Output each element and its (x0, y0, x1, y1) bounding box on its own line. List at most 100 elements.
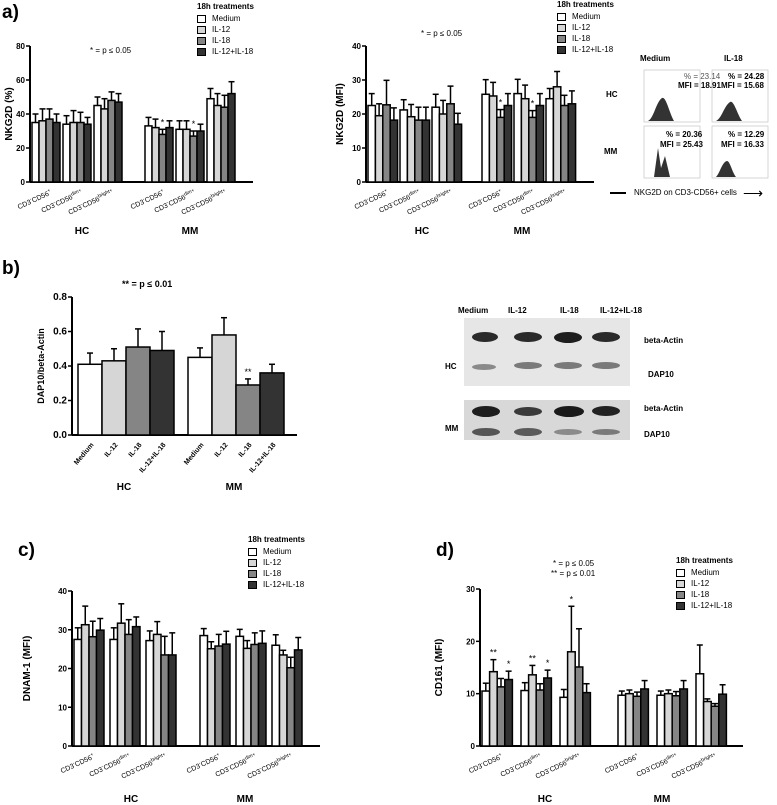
legend-a-left: 18h treatments Medium IL-12 IL-18 IL-12+… (197, 2, 254, 57)
bar (382, 104, 391, 183)
bar (151, 126, 160, 183)
arrow-right-icon: ⟶ (742, 184, 764, 201)
bar (421, 119, 431, 183)
bar (481, 93, 491, 183)
bar (513, 92, 523, 183)
y-tick-label: 30 (466, 585, 475, 594)
group-label: HC (415, 226, 429, 237)
group-label: HC (117, 482, 131, 493)
panel-b-label: b) (2, 258, 20, 279)
bar (431, 106, 441, 183)
bar (293, 649, 303, 747)
bar (77, 363, 103, 436)
category-label: Medium (73, 442, 95, 467)
flow-mfi: MFI = 16.33 (721, 140, 764, 149)
bar (481, 690, 491, 747)
bar (543, 677, 553, 747)
group-label: MM (654, 794, 671, 805)
legend-swatch-il12-il18 (676, 601, 685, 610)
group-label: MM (226, 482, 243, 493)
bar (76, 121, 85, 183)
legend-swatch-il12-il18 (197, 47, 206, 56)
chart-dnam1: DNAM-1 (MFI)010203040CD3-CD56+CD3-CD56di… (22, 587, 320, 805)
legend-label: IL-12+IL-18 (691, 601, 733, 610)
category-label: IL-12 (104, 442, 120, 459)
bar (160, 654, 170, 747)
flow-mfi: MFI = 25.43 (660, 140, 703, 149)
flow-axis-caption-text: NKG2D on CD3-CD56+ cells (634, 188, 737, 197)
bar (152, 633, 162, 747)
flow-row-header: MM (604, 147, 618, 156)
category-label: CD3-CD56+ (467, 752, 504, 776)
flow-col-header: Medium (640, 54, 671, 63)
bar (189, 135, 198, 183)
blot-lane-label: IL-12 (508, 306, 527, 315)
legend-swatch-il18 (557, 34, 566, 43)
bar (389, 119, 399, 183)
legend-label: IL-18 (691, 590, 710, 599)
legend-swatch-il12 (197, 25, 206, 34)
bar (38, 120, 47, 183)
bar (710, 705, 720, 747)
legend-label: IL-12+IL-18 (212, 47, 254, 56)
bar (718, 693, 728, 747)
significance-marker: * (161, 117, 165, 127)
chart-dap10: DAP10/beta-Actin 0.0 0.2 0.4 0.6 0.8 Medium IL-… (36, 292, 297, 493)
bar (167, 654, 177, 747)
legend-swatch-medium (557, 12, 566, 21)
bar (528, 116, 537, 183)
legend-label: IL-12+IL-18 (263, 580, 305, 589)
bar (182, 128, 191, 183)
flow-pct: % = 20.36 (666, 130, 703, 139)
group-label: HC (75, 226, 89, 237)
legend-label: Medium (691, 568, 720, 577)
blot-band-label: DAP10 (648, 370, 674, 379)
panel-d-label: d) (436, 540, 454, 561)
bar (632, 695, 642, 747)
y-tick-label: 30 (352, 76, 361, 85)
legend-c: 18h treatments Medium IL-12 IL-18 IL-12+… (248, 535, 305, 590)
bar (221, 643, 231, 747)
significance-marker: * (531, 99, 535, 109)
legend-swatch-il12 (248, 558, 257, 567)
bar (95, 629, 105, 747)
minus-line-icon (610, 191, 626, 194)
sig-note-d-2: ** = p ≤ 0.01 (551, 569, 596, 578)
sig-note-b: ** = p ≤ 0.01 (122, 279, 173, 289)
category-label: IL-18 (128, 442, 144, 459)
y-tick-label: 0 (471, 742, 476, 751)
category-label: Medium (183, 442, 205, 467)
legend-label: IL-18 (572, 34, 591, 43)
bar (144, 125, 153, 183)
bar (107, 99, 116, 183)
bar (286, 666, 296, 747)
bar (206, 97, 215, 183)
blot-mm (464, 400, 630, 440)
sig-note-d-1: * = p ≤ 0.05 (553, 559, 595, 568)
bar (552, 86, 562, 183)
bar (80, 623, 90, 747)
significance-marker: * (507, 659, 511, 669)
y-tick-label: 40 (352, 42, 361, 51)
legend-swatch-il12-il18 (557, 45, 566, 54)
y-tick-label: 0.8 (53, 292, 67, 303)
bar (211, 334, 237, 436)
y-axis-label: NKG2D (MFI) (335, 83, 346, 145)
legend-swatch-il12 (676, 579, 685, 588)
bar (520, 689, 530, 747)
bar (453, 123, 463, 183)
bar (438, 113, 448, 183)
western-blot: Medium IL-12 IL-18 IL-12+IL-18 HC beta-A… (440, 300, 777, 440)
y-axis-label: CD161 (MFI) (434, 639, 445, 697)
chart-nkg2d-percent: NKG2D (%)020406080CD3-CD56+CD3-CD56dim+C… (4, 42, 253, 237)
y-tick-label: 0 (21, 178, 26, 187)
bar (496, 686, 506, 747)
bar (199, 634, 209, 747)
bar (227, 92, 236, 183)
blot-band-label: beta-Actin (644, 404, 684, 413)
bar (702, 700, 712, 747)
panel-c-label: c) (18, 540, 35, 561)
bar (671, 695, 681, 747)
bar (520, 97, 530, 183)
bar (504, 678, 514, 747)
